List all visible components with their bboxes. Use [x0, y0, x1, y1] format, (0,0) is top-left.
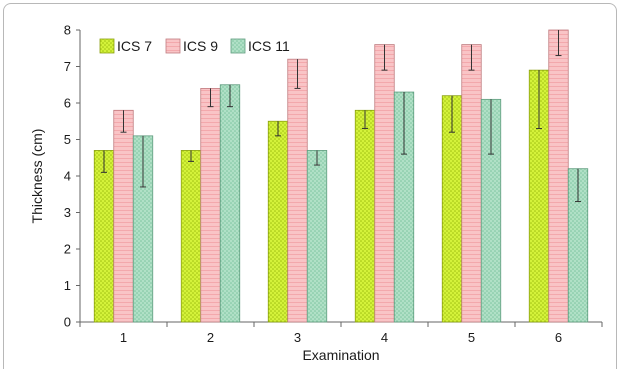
legend-swatch-ics7 [99, 38, 115, 54]
bar-ics7-exam-4 [354, 109, 376, 323]
legend-swatch-ics9 [165, 38, 181, 54]
bar-ics9-exam-1 [113, 109, 134, 323]
legend-label-ics11: ICS 11 [248, 38, 290, 54]
bar-ics7-exam-1 [93, 150, 115, 323]
y-tick-label: 4 [64, 169, 71, 184]
x-tick-label: 2 [207, 330, 214, 345]
bar-ics9-exam-5 [461, 44, 482, 323]
bar-ics7-exam-2 [180, 150, 202, 323]
bar-ics9-exam-3 [287, 58, 308, 323]
x-axis-ticks: 1 2 3 4 5 6 [79, 322, 603, 345]
y-tick-label: 1 [64, 278, 71, 293]
x-tick-label: 1 [120, 330, 127, 345]
legend-swatch-ics11 [230, 38, 246, 54]
y-axis-ticks: 0 1 2 3 4 5 6 7 8 [64, 23, 80, 330]
bar-ics11-exam-2 [219, 84, 241, 323]
chart-frame [3, 3, 617, 369]
bar-ics9-exam-2 [200, 88, 221, 323]
x-tick-label: 6 [555, 330, 562, 345]
legend-label-ics9: ICS 9 [183, 38, 218, 54]
y-tick-label: 0 [64, 315, 71, 330]
x-axis-title: Examination [302, 347, 379, 363]
y-tick-label: 2 [64, 242, 71, 257]
bar-ics9-exam-6 [548, 29, 569, 323]
bar-series [93, 29, 589, 323]
bar-ics7-exam-3 [267, 120, 289, 323]
x-tick-label: 4 [381, 330, 388, 345]
y-tick-label: 5 [64, 132, 71, 147]
y-axis-title: Thickness (cm) [29, 129, 45, 224]
y-tick-label: 6 [64, 96, 71, 111]
bar-ics9-exam-4 [374, 44, 395, 323]
bar-ics11-exam-3 [306, 150, 328, 323]
y-tick-label: 8 [64, 23, 71, 38]
legend: ICS 7 ICS 9 ICS 11 [99, 38, 290, 54]
y-tick-label: 3 [64, 205, 71, 220]
x-tick-label: 5 [468, 330, 475, 345]
error-bars [101, 30, 581, 203]
x-tick-label: 3 [294, 330, 301, 345]
y-tick-label: 7 [64, 59, 71, 74]
legend-label-ics7: ICS 7 [117, 38, 152, 54]
